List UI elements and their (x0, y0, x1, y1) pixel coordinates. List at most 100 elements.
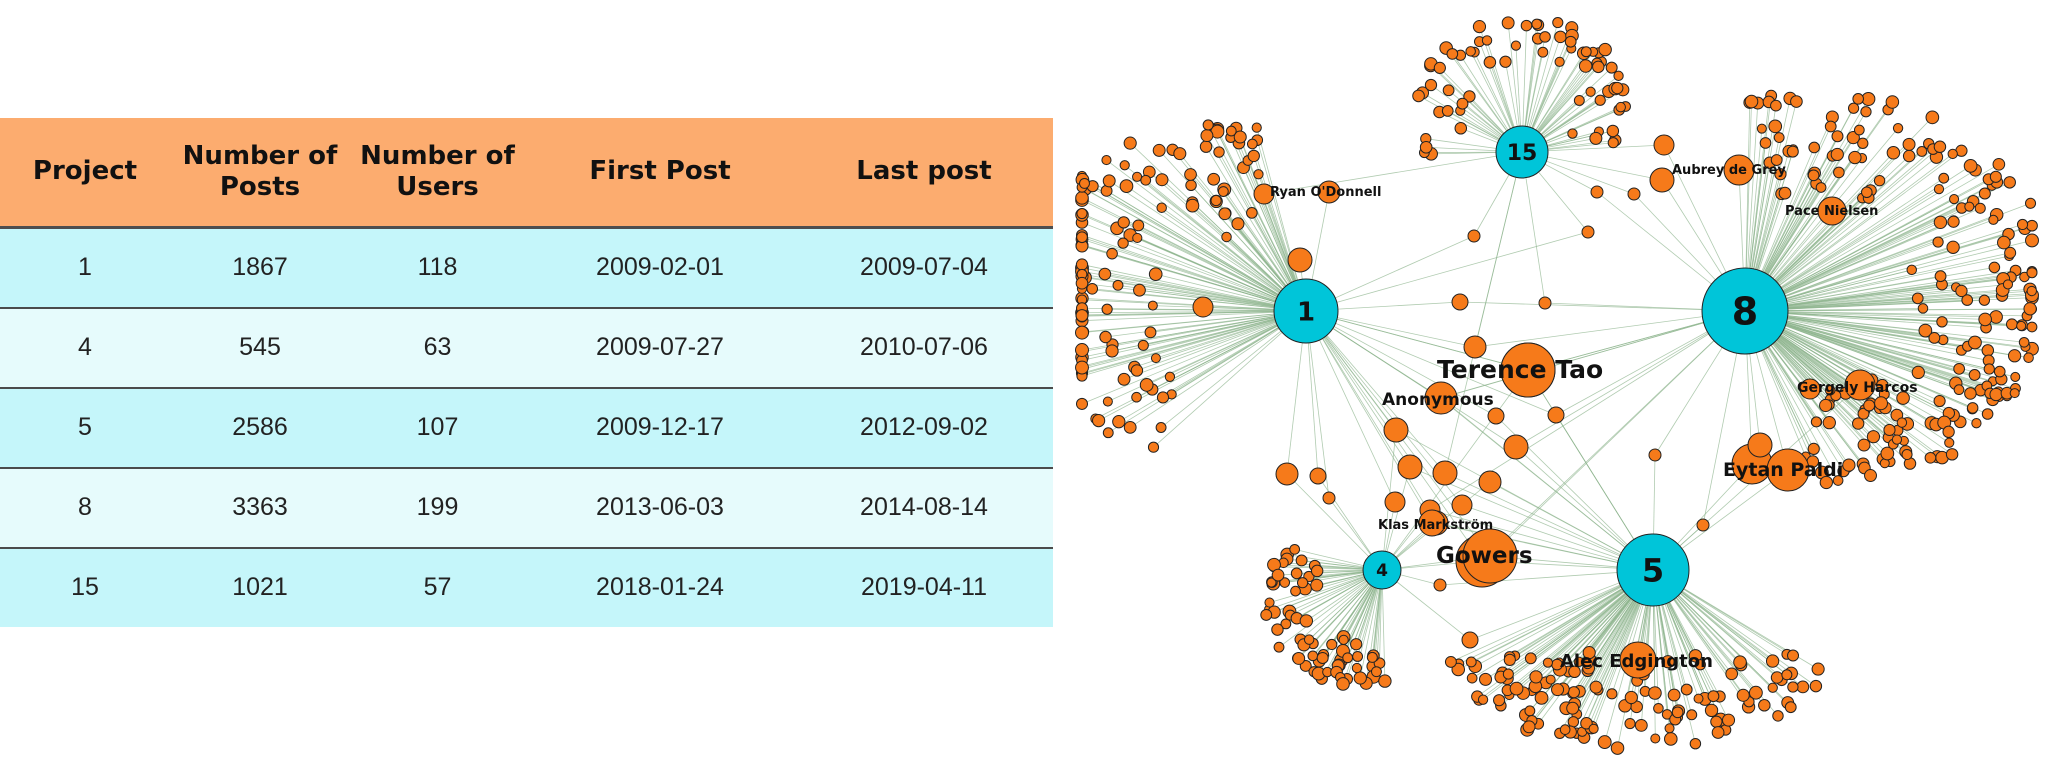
user-node (1192, 296, 1214, 318)
user-node (1650, 733, 1661, 744)
user-node (1524, 705, 1536, 717)
user-node (1989, 387, 2003, 402)
user-node (1721, 713, 1736, 727)
user-node (1155, 422, 1167, 433)
network-edge (1744, 272, 2033, 312)
project-node-5 (1616, 533, 1690, 607)
network-edge (1081, 310, 1307, 405)
user-node (1573, 656, 1585, 668)
user-node (1832, 475, 1844, 486)
network-edge (1318, 569, 1383, 674)
network-edge (1081, 236, 1307, 312)
network-edge (1081, 270, 1307, 312)
user-node (1615, 101, 1626, 113)
user-node (1185, 179, 1197, 192)
user-node (1606, 688, 1618, 700)
user-node (1964, 201, 1975, 212)
user-node (1892, 122, 1904, 134)
user-node (1487, 407, 1505, 425)
user-node (1317, 180, 1341, 204)
user-node (1092, 413, 1106, 428)
user-node (1266, 577, 1277, 588)
user-node (1619, 641, 1657, 679)
user-node (1221, 231, 1232, 243)
network-edge (1206, 135, 1307, 312)
user-node (1758, 699, 1771, 712)
network-edge (1286, 473, 1383, 571)
user-node (1831, 130, 1844, 143)
user-node (1352, 650, 1364, 662)
user-node (1653, 703, 1664, 714)
network-edge (1145, 179, 1307, 312)
user-node (1648, 686, 1662, 700)
user-node (1510, 40, 1522, 51)
cell-first-post: 2009-02-01 (525, 227, 795, 309)
user-node (1968, 369, 1981, 381)
user-node (1974, 202, 1986, 214)
network-edge (1081, 186, 1307, 312)
user-node (1880, 446, 1895, 461)
user-node (1725, 667, 1739, 681)
user-node (1787, 649, 1800, 662)
user-node (1765, 654, 1780, 668)
cell-posts: 545 (170, 307, 350, 389)
user-node-label: Alec Edgington (1560, 651, 1713, 672)
user-node (1075, 276, 1089, 290)
user-node (2007, 349, 2022, 363)
user-node (2002, 279, 2014, 290)
table-row: 4 545 63 2009-07-27 2010-07-06 (0, 307, 1053, 389)
user-node (1857, 407, 1870, 420)
user-node (1781, 669, 1793, 681)
user-node (1478, 470, 1502, 494)
user-node (1964, 387, 1977, 400)
user-node (1152, 143, 1166, 157)
user-node (1559, 724, 1571, 735)
cell-project: 8 (0, 467, 170, 549)
user-node (1955, 284, 1968, 298)
user-node (1287, 247, 1313, 273)
network-edge (1744, 193, 1986, 312)
network-edge (1305, 310, 1529, 371)
user-node (1451, 494, 1473, 516)
user-node (1748, 685, 1763, 700)
user-node (1610, 741, 1625, 755)
user-node (1824, 385, 1836, 396)
user-node-label: Pace Nielsen (1785, 204, 1878, 219)
network-edge (1440, 310, 1746, 399)
user-node (2004, 246, 2017, 259)
user-node (1866, 430, 1881, 444)
cell-last-post: 2010-07-06 (795, 307, 1053, 389)
network-edge (1081, 197, 1307, 312)
user-node (1857, 438, 1871, 452)
user-node (1454, 122, 1468, 135)
user-node (1075, 360, 1089, 375)
user-node (1446, 48, 1459, 60)
network-edge (1342, 569, 1383, 685)
user-node (1993, 365, 2006, 378)
user-node (2016, 320, 2027, 331)
network-edge (1081, 310, 1307, 351)
user-node (1295, 554, 1308, 567)
user-node (1502, 668, 1514, 680)
network-edge (1129, 310, 1307, 428)
user-node (1477, 694, 1489, 705)
user-node (1551, 683, 1565, 697)
user-node (1693, 693, 1704, 704)
user-node (1842, 458, 1856, 472)
user-node (1132, 232, 1143, 244)
network-edge (1440, 397, 1654, 571)
user-node (1933, 215, 1948, 229)
user-node (1874, 396, 1888, 411)
user-node (1542, 657, 1553, 668)
user-node (1981, 344, 1995, 357)
network-edge (1136, 176, 1307, 312)
user-node (1607, 137, 1619, 149)
user-node (1598, 42, 1612, 57)
user-node (1117, 216, 1130, 229)
user-node (1902, 149, 1916, 163)
user-node (1744, 94, 1759, 109)
user-node (1949, 194, 1960, 205)
user-node (1824, 120, 1837, 133)
user-node (1164, 371, 1176, 382)
user-node (1809, 679, 1823, 693)
